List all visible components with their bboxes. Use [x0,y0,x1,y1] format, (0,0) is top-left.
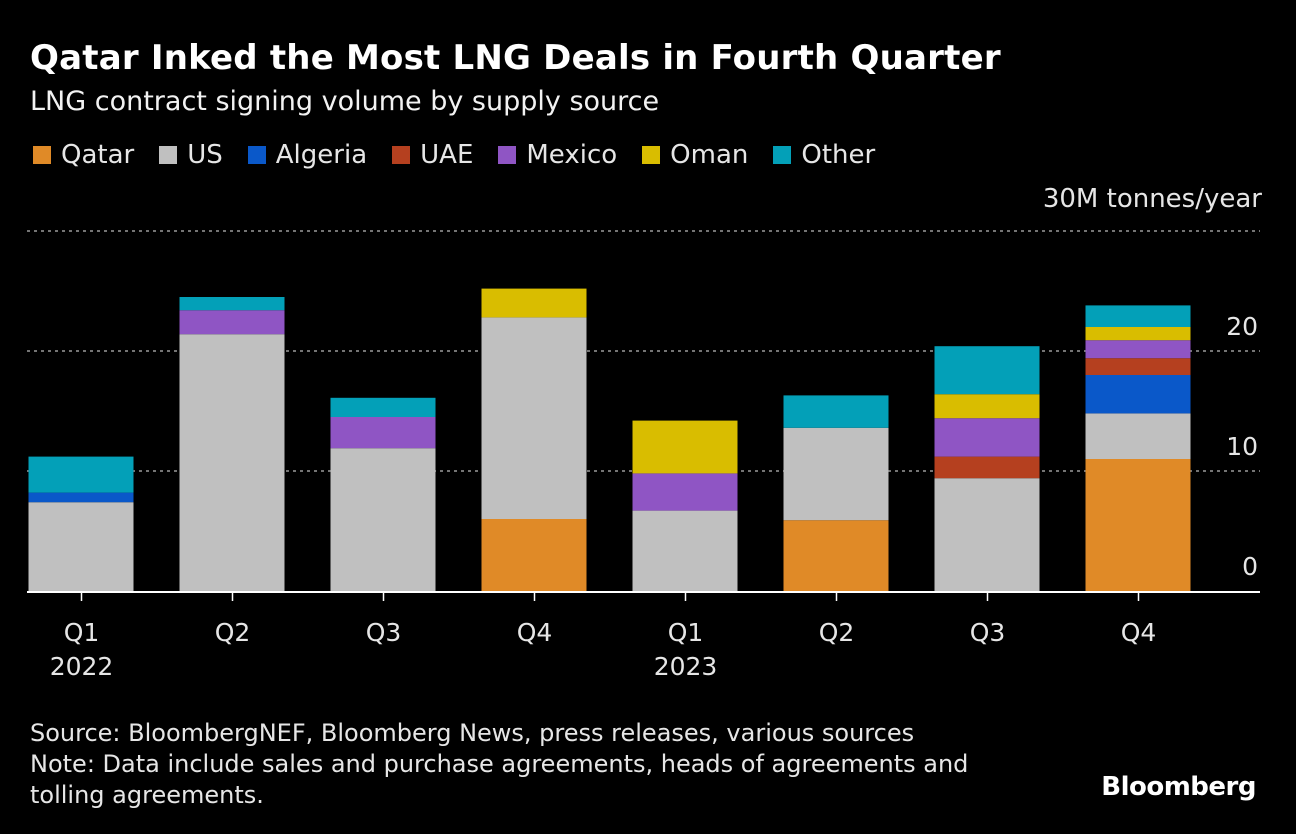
y-tick-label-10: 10 [1226,432,1258,461]
data-note-line-1: Note: Data include sales and purchase ag… [30,750,969,778]
footer: Source: BloombergNEF, Bloomberg News, pr… [30,718,968,811]
bar-segment-uae-8 [1085,358,1191,375]
x-year-label-2023: 2023 [654,652,718,681]
bar-segment-other-8 [1085,305,1191,327]
legend-label-oman: Oman [670,140,749,170]
bar-segment-algeria-1 [28,492,134,503]
chart-subtitle: LNG contract signing volume by supply so… [30,86,660,117]
legend-label-us: US [187,140,223,170]
x-tick-label-2: Q2 [215,618,251,647]
bar-segment-algeria-8 [1085,375,1191,414]
legend-item-uae: UAE [392,140,473,170]
data-note-line-2: tolling agreements. [30,781,264,809]
y-tick-label-0: 0 [1242,552,1258,581]
bar-segment-qatar-4 [481,519,587,591]
x-tick-label-7: Q3 [970,618,1006,647]
bar-segment-other-2 [179,297,285,311]
legend-label-uae: UAE [420,140,474,170]
legend-swatch-uae [392,146,411,164]
bar-segment-qatar-8 [1085,459,1191,591]
legend-swatch-mexico [498,146,517,164]
chart-title: Qatar Inked the Most LNG Deals in Fourth… [30,38,1001,78]
bar-segment-us-2 [179,334,285,591]
legend-label-mexico: Mexico [526,140,618,170]
source-note: Source: BloombergNEF, Bloomberg News, pr… [30,719,915,747]
bar-segment-mexico-5 [632,473,738,511]
bar-segment-mexico-3 [330,417,436,449]
bar-segment-mexico-8 [1085,340,1191,359]
legend-swatch-qatar [33,146,51,164]
legend-item-other: Other [773,140,875,170]
bar-segment-us-5 [632,510,738,591]
bar-segment-oman-7 [934,394,1040,419]
legend-item-mexico: Mexico [498,140,617,170]
y-tick-label-20: 20 [1226,312,1258,341]
bar-segment-us-4 [481,317,587,519]
bar-segment-oman-5 [632,420,738,474]
bar-segment-other-1 [28,456,134,493]
bar-segment-us-1 [28,502,134,591]
x-tick-label-4: Q4 [517,618,553,647]
bar-segment-mexico-7 [934,418,1040,457]
x-year-label-2022: 2022 [50,652,114,681]
bloomberg-logo: Bloomberg [1101,772,1256,802]
legend-swatch-algeria [247,146,266,164]
legend-swatch-us [159,146,178,164]
bar-segment-qatar-6 [783,520,889,591]
bar-segment-oman-4 [481,288,587,318]
x-tick-label-5: Q1 [668,618,704,647]
legend: Qatar US Algeria UAE Mexico Oman Other [33,140,900,170]
x-tick-label-8: Q4 [1121,618,1157,647]
legend-swatch-oman [642,146,661,164]
legend-item-algeria: Algeria [247,140,368,170]
bar-segment-other-7 [934,346,1040,395]
x-tick-label-1: Q1 [64,618,100,647]
x-tick-label-6: Q2 [819,618,855,647]
bar-segment-us-3 [330,448,436,591]
legend-label-algeria: Algeria [275,140,368,170]
bar-segment-other-6 [783,395,889,428]
legend-item-us: US [159,140,223,170]
bar-segment-oman-8 [1085,327,1191,341]
bar-segment-us-6 [783,427,889,521]
legend-label-qatar: Qatar [61,140,135,170]
x-tick-label-3: Q3 [366,618,402,647]
legend-label-other: Other [801,140,876,170]
bar-segment-us-8 [1085,413,1191,459]
bar-segment-other-3 [330,397,436,417]
legend-item-qatar: Qatar [33,140,134,170]
legend-item-oman: Oman [642,140,748,170]
bar-segment-us-7 [934,478,1040,591]
bar-segment-uae-7 [934,456,1040,479]
bar-segment-mexico-2 [179,310,285,335]
legend-swatch-other [773,146,792,164]
y-axis-unit-label: 30M tonnes/year [1042,184,1262,214]
